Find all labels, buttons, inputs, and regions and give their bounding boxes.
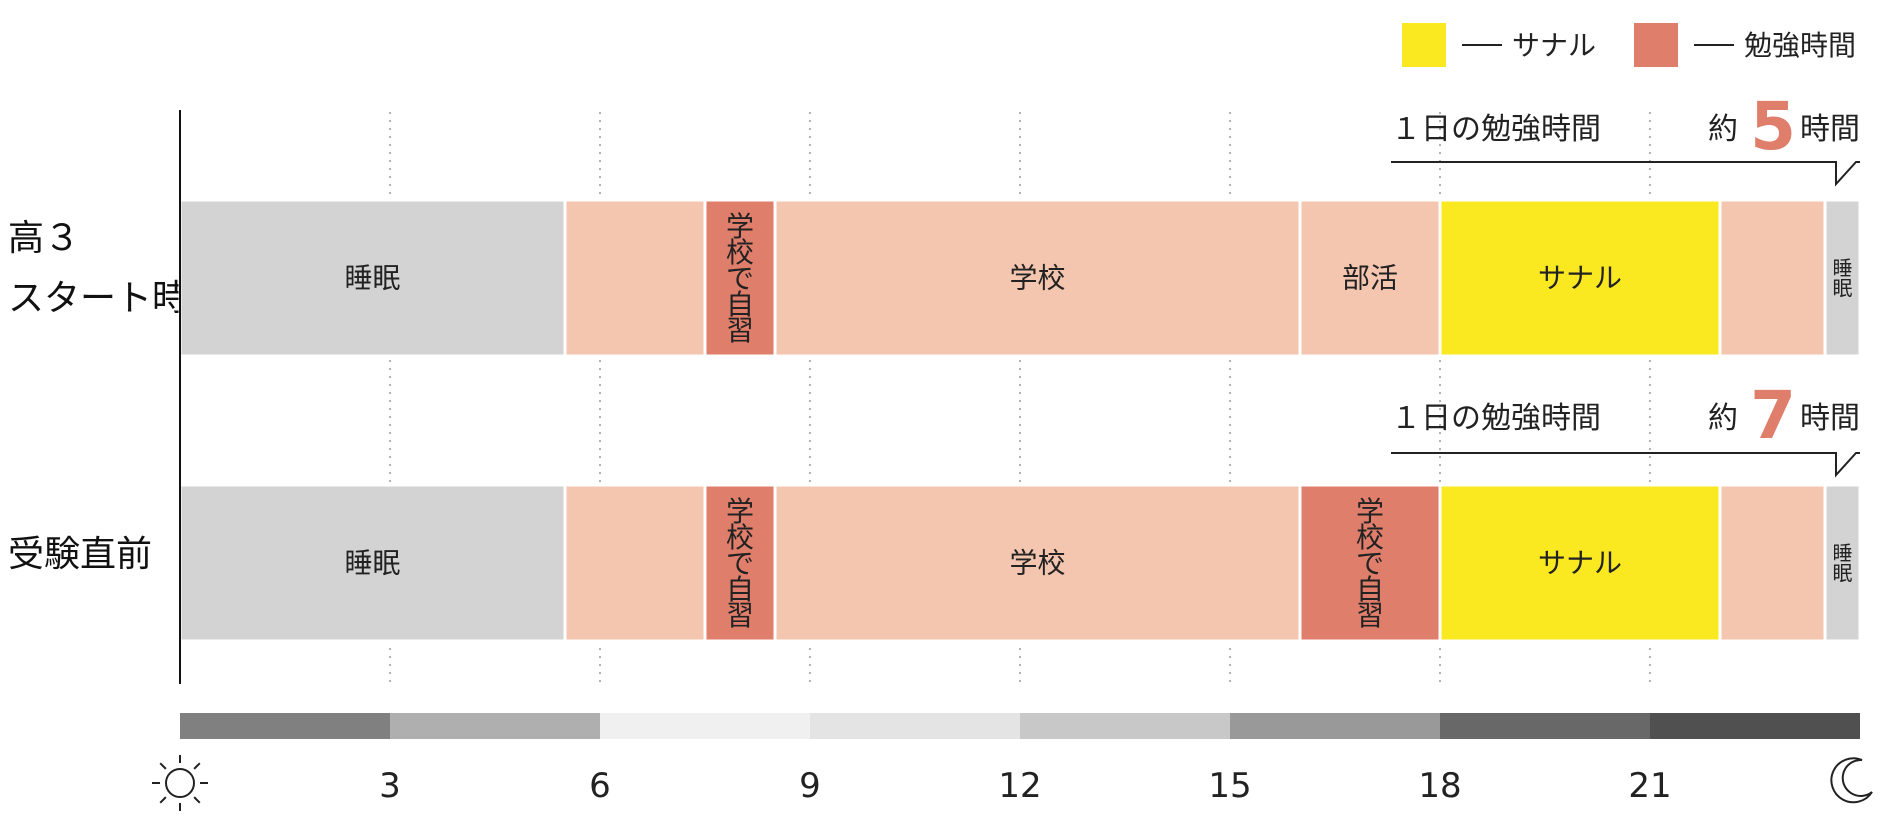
x-tick-label: 6: [589, 766, 611, 806]
schedule-segment-sleep: [178, 198, 567, 358]
daily-study-hours: 7: [1750, 377, 1796, 454]
segment-label: 学校で自習: [1356, 495, 1384, 632]
schedule-segment-sleep: [178, 483, 567, 643]
schedule-segment-life: [773, 198, 1302, 358]
sun-icon-ray: [193, 796, 201, 804]
time-axis: 3 6 9 12 15 18 21: [152, 755, 1873, 811]
schedule-segment-study: [1298, 483, 1442, 643]
x-tick-label: 18: [1418, 766, 1461, 806]
segment-label: 睡眠: [1833, 256, 1853, 300]
x-tick-label: 21: [1628, 766, 1671, 806]
segment-label: 学校: [1009, 547, 1065, 580]
legend: サナル 勉強時間: [1402, 23, 1856, 67]
row-label: 高３: [8, 218, 80, 259]
legend-swatch: [1634, 23, 1678, 67]
segment-label: サナル: [1538, 262, 1622, 295]
x-tick-label: 15: [1208, 766, 1251, 806]
row-label: スタート時: [8, 278, 188, 319]
legend-swatch: [1402, 23, 1446, 67]
legend-label: 勉強時間: [1744, 29, 1856, 62]
schedule-segment-sleep: [1823, 198, 1862, 358]
daylight-band-segment: [1650, 713, 1860, 739]
daylight-band-segment: [180, 713, 390, 739]
segment-label: 睡眠: [344, 547, 400, 580]
sun-icon-ray: [159, 762, 167, 770]
x-tick-label: 12: [998, 766, 1041, 806]
daily-study-callout-line: [1391, 161, 1860, 187]
segment-label: 学校で自習: [726, 495, 754, 632]
schedule-segment-life: [1718, 483, 1827, 643]
daylight-band: [180, 713, 1860, 739]
segment-label: 睡眠: [344, 262, 400, 295]
daily-study-label: １日の勉強時間: [1391, 401, 1601, 436]
x-tick-label: 3: [379, 766, 401, 806]
daily-study-label: １日の勉強時間: [1391, 112, 1601, 147]
daylight-band-segment: [1230, 713, 1440, 739]
schedule-segment-study: [703, 198, 777, 358]
schedule-segment-life: [1718, 198, 1827, 358]
legend-item: 勉強時間: [1634, 23, 1856, 67]
daylight-band-segment: [390, 713, 600, 739]
daily-study-hours: 5: [1750, 88, 1796, 165]
schedule-segment-study: [703, 483, 777, 643]
segment-label: 睡眠: [1833, 541, 1853, 585]
daylight-band-segment: [1440, 713, 1650, 739]
schedule-segment-life: [563, 198, 707, 358]
daily-study-unit: 時間: [1800, 401, 1860, 436]
legend-label: サナル: [1512, 29, 1596, 62]
sun-icon-ray: [193, 762, 201, 770]
moon-icon: [1830, 757, 1873, 804]
sun-icon: [152, 755, 208, 811]
daily-study-approx: 約: [1708, 112, 1738, 147]
daylight-band-segment: [810, 713, 1020, 739]
schedule-segment-life: [773, 483, 1302, 643]
x-tick-label: 9: [799, 766, 821, 806]
daily-study-callout-line: [1391, 452, 1860, 478]
schedule-segment-life: [563, 483, 707, 643]
daylight-band-segment: [1020, 713, 1230, 739]
schedule-segment-sanaru: [1438, 198, 1722, 358]
segment-label: 部活: [1342, 262, 1398, 295]
sun-icon-disc: [165, 768, 195, 798]
sun-icon-ray: [159, 796, 167, 804]
daylight-band-segment: [600, 713, 810, 739]
daily-study-approx: 約: [1708, 401, 1738, 436]
schedule-segment-sleep: [1823, 483, 1862, 643]
row-label: 受験直前: [8, 534, 152, 575]
legend-item: サナル: [1402, 23, 1596, 67]
moon-icon-crescent: [1830, 757, 1873, 804]
daily-study-unit: 時間: [1800, 112, 1860, 147]
segment-label: 学校で自習: [726, 210, 754, 347]
segment-label: 学校: [1009, 262, 1065, 295]
segment-label: サナル: [1538, 547, 1622, 580]
